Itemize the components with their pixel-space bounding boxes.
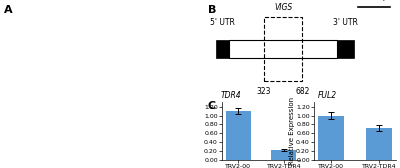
Text: C: C xyxy=(208,101,216,111)
Bar xyxy=(216,40,229,58)
Text: 100 bp: 100 bp xyxy=(361,0,387,1)
Bar xyxy=(226,111,251,160)
Text: FUL2: FUL2 xyxy=(318,91,337,100)
Text: 323: 323 xyxy=(256,88,271,96)
Text: 5' UTR: 5' UTR xyxy=(210,18,235,27)
Bar xyxy=(229,40,337,58)
Bar xyxy=(271,150,296,160)
Text: 682: 682 xyxy=(295,88,310,96)
Bar xyxy=(337,40,354,58)
Text: TDR4: TDR4 xyxy=(221,91,241,100)
Y-axis label: Relative Expression: Relative Expression xyxy=(289,97,295,165)
Text: 3' UTR: 3' UTR xyxy=(333,18,358,27)
Bar xyxy=(318,116,344,160)
Text: VIGS: VIGS xyxy=(274,4,292,12)
Text: A: A xyxy=(4,5,13,15)
Bar xyxy=(264,17,302,81)
Text: B: B xyxy=(208,5,216,15)
Bar xyxy=(366,128,392,160)
